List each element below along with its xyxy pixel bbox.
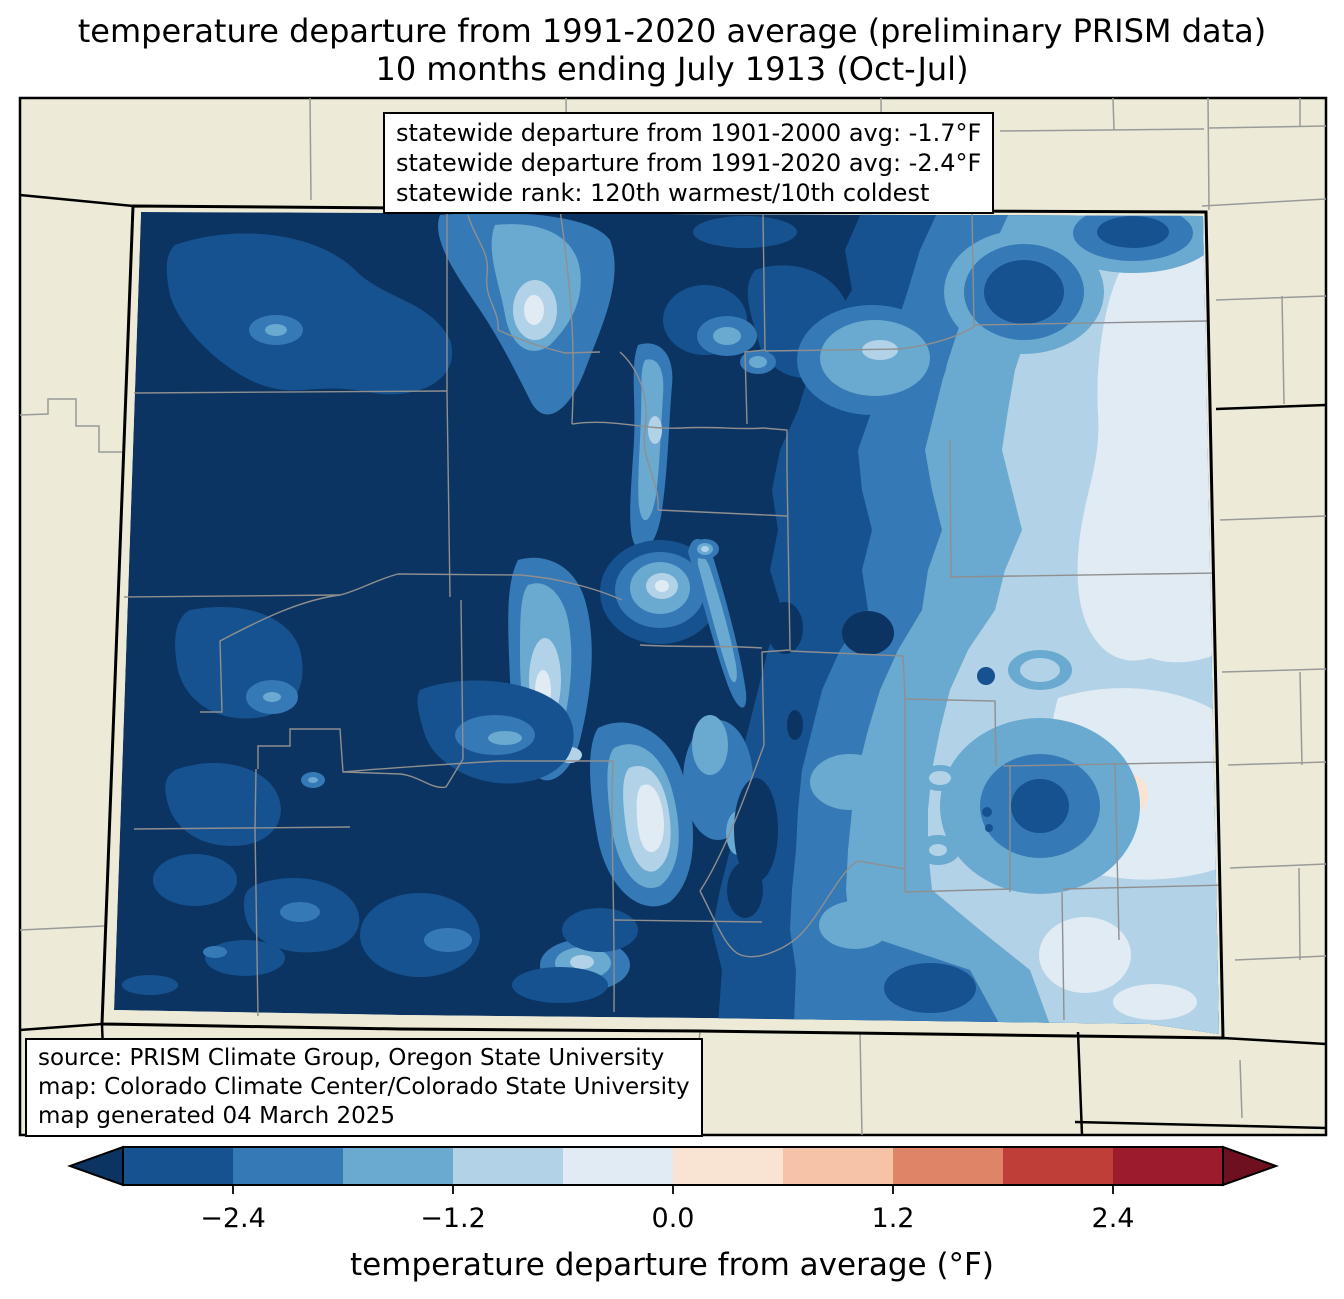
colorbar-segment xyxy=(1003,1147,1114,1185)
colorbar-tick-label: −1.2 xyxy=(420,1203,486,1234)
colorbar-tick-label: 2.4 xyxy=(1092,1203,1135,1234)
stats-line-rank: statewide rank: 120th warmest/10th colde… xyxy=(396,179,930,207)
colorbar-segment xyxy=(783,1147,894,1185)
colorbar-segment xyxy=(563,1147,674,1185)
statewide-stats-box: statewide departure from 1901-2000 avg: … xyxy=(383,112,995,214)
colorbar-segment xyxy=(453,1147,564,1185)
figure-title-line-2: 10 months ending July 1913 (Oct-Jul) xyxy=(375,50,969,88)
stats-line-1901-2000: statewide departure from 1901-2000 avg: … xyxy=(396,119,982,147)
colorbar-tick-label: −2.4 xyxy=(200,1203,266,1234)
colorbar-tick-label: 0.0 xyxy=(652,1203,695,1234)
colorbar-segment xyxy=(343,1147,454,1185)
colorbar-axis-label: temperature departure from average (°F) xyxy=(350,1247,994,1283)
colorbar-under-arrow xyxy=(67,1145,124,1187)
source-line: source: PRISM Climate Group, Oregon Stat… xyxy=(38,1045,665,1071)
colorbar: −2.4 −1.2 0.0 1.2 2.4 temperature departure … xyxy=(67,1145,1279,1283)
contour-fill-layers xyxy=(114,212,1219,1034)
figure-title: temperature departure from 1991-2020 ave… xyxy=(0,12,1344,88)
generated-date-line: map generated 04 March 2025 xyxy=(38,1103,396,1129)
colorbar-over-arrow xyxy=(1222,1145,1279,1187)
map-credit-line: map: Colorado Climate Center/Colorado St… xyxy=(38,1074,690,1100)
source-attribution-box: source: PRISM Climate Group, Oregon Stat… xyxy=(25,1038,703,1137)
colorbar-tick-label: 1.2 xyxy=(872,1203,915,1234)
figure-title-line-1: temperature departure from 1991-2020 ave… xyxy=(77,12,1267,50)
stats-line-1991-2020: statewide departure from 1991-2020 avg: … xyxy=(396,149,982,177)
colorbar-segment xyxy=(123,1147,234,1185)
colorbar-scale: −2.4 −1.2 0.0 1.2 2.4 xyxy=(67,1145,1279,1234)
colorbar-segment xyxy=(893,1147,1004,1185)
colorbar-segment xyxy=(673,1147,784,1185)
colorbar-segment xyxy=(1113,1147,1224,1185)
colorbar-segment xyxy=(233,1147,344,1185)
colorado-county-borders xyxy=(123,209,1223,1021)
